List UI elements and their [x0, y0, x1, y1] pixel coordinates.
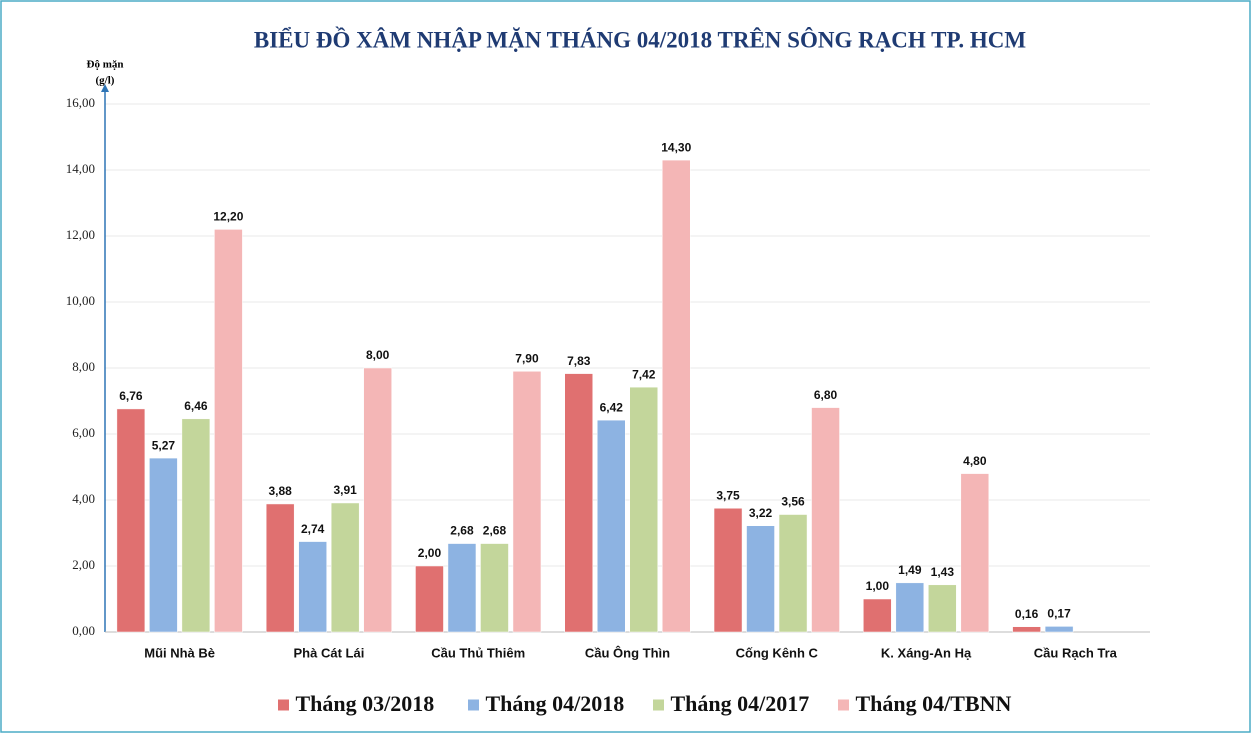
value-label: 3,88: [268, 484, 292, 498]
value-label: 1,49: [898, 563, 922, 577]
legend-label: Tháng 04/2018: [486, 691, 625, 716]
legend-label: Tháng 03/2018: [296, 691, 435, 716]
y-tick-label: 2,00: [72, 557, 95, 572]
value-label: 1,43: [931, 565, 955, 579]
legend-label: Tháng 04/TBNN: [856, 691, 1012, 716]
bar: [149, 457, 178, 633]
bar: [746, 525, 775, 633]
value-label: 4,80: [963, 454, 987, 468]
value-label: 0,17: [1047, 607, 1071, 621]
bar: [265, 503, 295, 633]
x-tick-label: Cầu Rạch Tra: [1034, 645, 1118, 660]
bar: [960, 473, 990, 633]
value-label: 3,91: [333, 483, 357, 497]
value-label: 2,68: [483, 524, 507, 538]
bar: [928, 584, 957, 633]
value-label: 3,75: [716, 488, 740, 502]
bar: [662, 159, 691, 633]
bar: [811, 407, 840, 633]
value-label: 6,80: [814, 388, 838, 402]
value-label: 2,00: [418, 546, 442, 560]
bar: [363, 367, 392, 633]
bar: [597, 419, 626, 633]
value-label: 2,68: [450, 524, 474, 538]
value-label: 3,56: [781, 495, 805, 509]
y-axis-label: Độ mặn: [87, 59, 124, 71]
value-label: 3,22: [749, 506, 773, 520]
value-label: 5,27: [152, 438, 176, 452]
bar: [214, 229, 243, 633]
value-label: 7,42: [632, 367, 656, 381]
value-label: 1,00: [866, 579, 890, 593]
value-label: 6,46: [184, 399, 208, 413]
bar: [629, 386, 658, 633]
x-tick-label: Cống Kênh C: [736, 645, 819, 660]
y-tick-label: 6,00: [72, 425, 95, 440]
x-tick-label: Phà Cát Lái: [294, 645, 365, 660]
value-label: 0,16: [1015, 607, 1039, 621]
bar: [713, 508, 743, 633]
bar: [1012, 626, 1041, 633]
bar: [415, 565, 444, 633]
value-label: 2,74: [301, 522, 325, 536]
bar: [480, 543, 509, 633]
bar: [895, 582, 925, 633]
bar: [778, 514, 808, 633]
x-tick-label: Cầu Thủ Thiêm: [431, 645, 525, 660]
bar: [1044, 626, 1074, 633]
bar: [298, 541, 327, 633]
y-tick-label: 8,00: [72, 359, 95, 374]
bar: [447, 543, 477, 633]
value-label: 8,00: [366, 348, 390, 362]
x-tick-label: K. Xáng-An Hạ: [881, 645, 972, 660]
x-tick-label: Cầu Ông Thìn: [585, 645, 670, 660]
x-tick-label: Mũi Nhà Bè: [144, 645, 215, 660]
bar: [863, 598, 892, 633]
legend-swatch: [837, 698, 850, 712]
legend-label: Tháng 04/2017: [671, 691, 810, 716]
value-label: 7,90: [515, 351, 539, 365]
bar: [564, 373, 593, 633]
y-tick-label: 0,00: [72, 623, 95, 638]
legend-swatch: [652, 698, 665, 712]
bar: [512, 371, 542, 633]
legend-swatch: [467, 698, 480, 712]
y-tick-label: 10,00: [66, 293, 95, 308]
y-tick-label: 12,00: [66, 227, 95, 242]
legend-swatch: [277, 698, 290, 712]
y-tick-label: 16,00: [66, 95, 95, 110]
bar: [116, 408, 146, 633]
value-label: 12,20: [213, 210, 243, 224]
value-label: 6,76: [119, 389, 143, 403]
value-label: 7,83: [567, 354, 591, 368]
chart-title: BIỂU ĐỒ XÂM NHẬP MẶN THÁNG 04/2018 TRÊN …: [254, 26, 1027, 52]
value-label: 6,42: [600, 400, 624, 414]
y-tick-label: 4,00: [72, 491, 95, 506]
y-axis-arrow: [101, 84, 109, 92]
bar: [330, 502, 360, 633]
bar: [181, 418, 211, 633]
y-tick-label: 14,00: [66, 161, 95, 176]
value-label: 14,30: [661, 140, 691, 154]
y-axis-label: (g/l): [96, 75, 115, 87]
